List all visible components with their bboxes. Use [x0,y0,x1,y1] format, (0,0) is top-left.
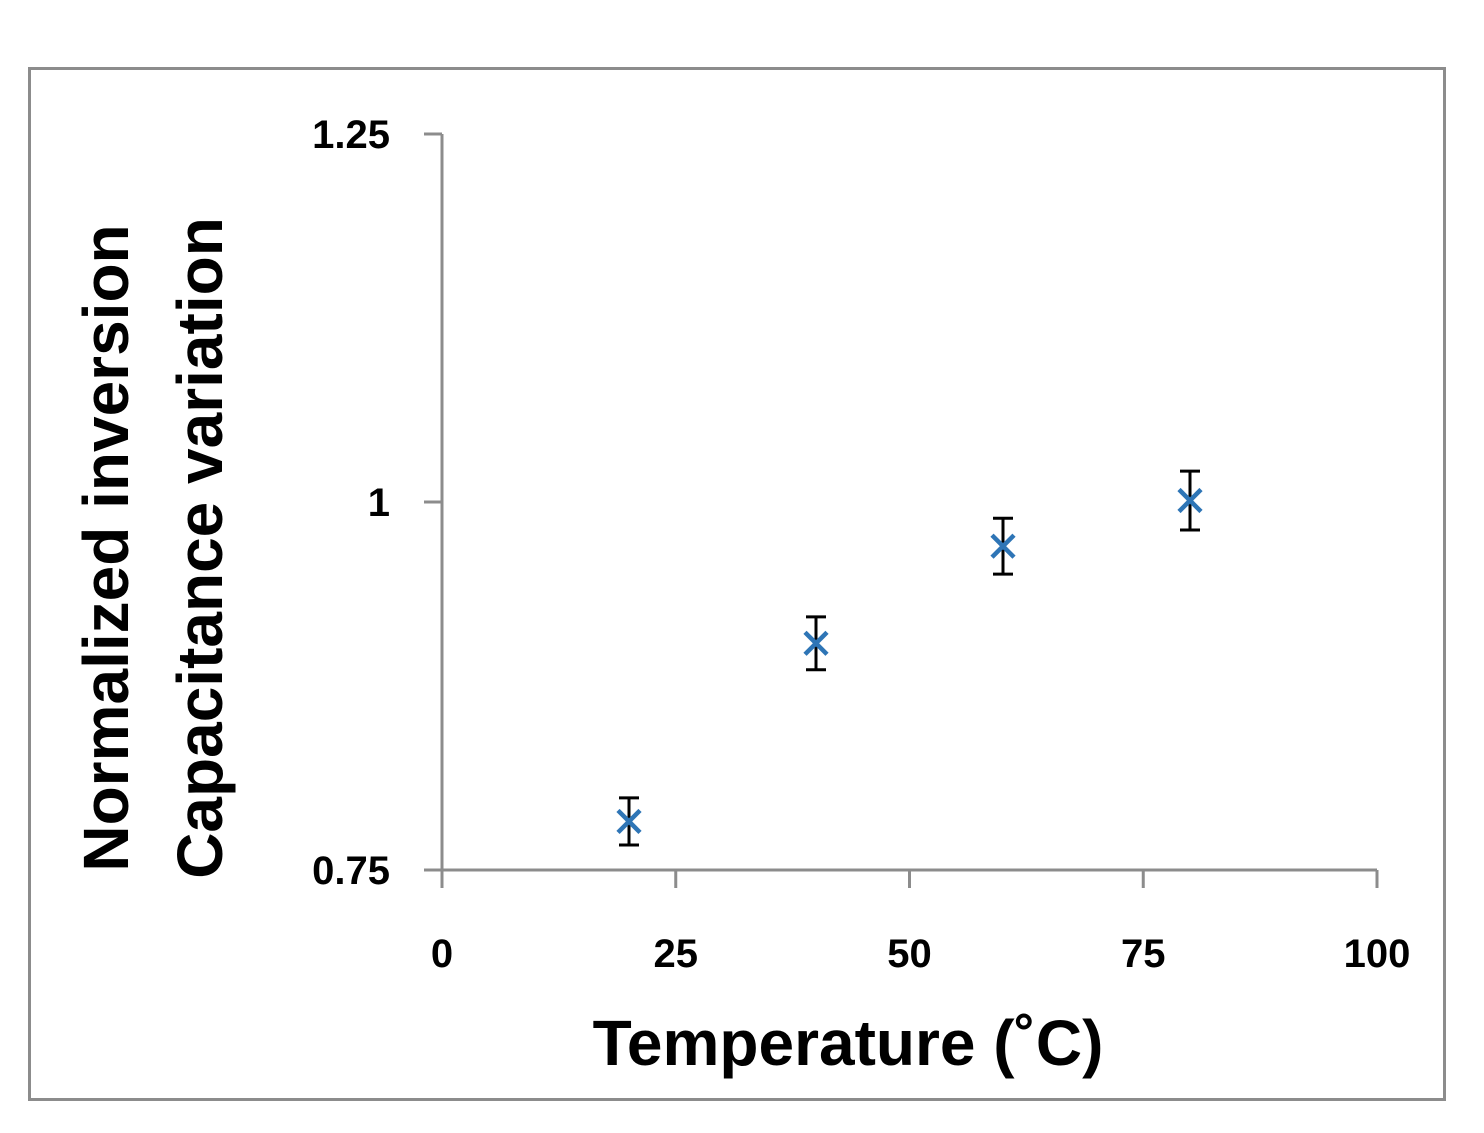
data-point-marker [803,630,829,656]
x-axis: 0 25 50 75 100 [431,868,1411,976]
x-tick-label: 25 [654,932,699,976]
data-point-marker [616,808,642,835]
y-axis-title-line-1: Normalized inversion [70,224,142,871]
y-axis: 0.75 1 1.25 [312,113,444,893]
x-tick-label: 100 [1344,932,1411,976]
x-axis-title: Temperature (˚C) [593,1007,1104,1079]
y-axis-title-line-2: Capacitance variation [164,217,236,879]
data-point-marker [990,533,1016,559]
y-axis-title: Normalized inversion [70,224,142,871]
data-points [616,469,1203,847]
y-tick-label: 1.25 [312,113,390,157]
x-tick-label: 50 [887,932,932,976]
y-axis-title-2: Capacitance variation [164,217,236,879]
y-tick-label: 1 [368,481,390,525]
chart-frame [28,67,1446,1101]
x-tick-label: 75 [1121,932,1166,976]
y-tick-label: 0.75 [312,849,390,893]
x-tick-label: 0 [431,932,453,976]
data-point-marker [1177,487,1203,514]
